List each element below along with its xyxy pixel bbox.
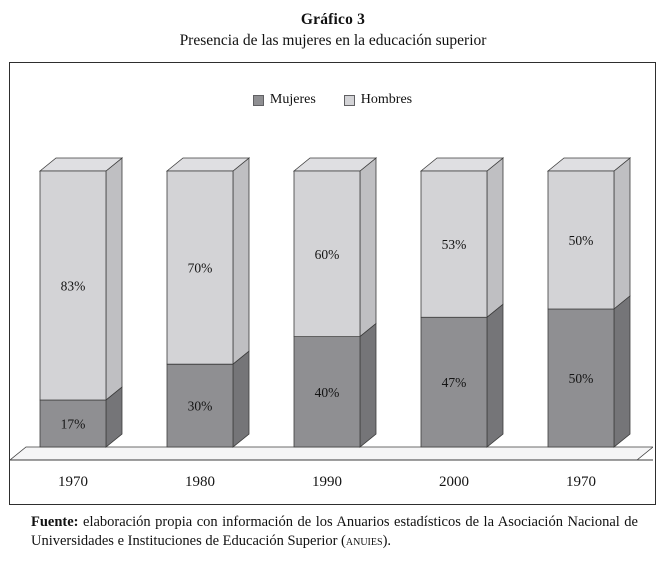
- bar-front-hombres: [166, 170, 234, 365]
- bar-front-hombres: [420, 170, 488, 318]
- x-axis-label: 1980: [185, 474, 215, 490]
- source-acronym: ANUIES: [345, 533, 383, 550]
- bar-side-hombres: [486, 157, 504, 319]
- bar-value-hombres: 50%: [569, 233, 594, 248]
- bar-value-mujeres: 47%: [442, 375, 467, 390]
- bar-value-hombres: 60%: [315, 247, 340, 262]
- source-note: Fuente: elaboración propia con informaci…: [31, 513, 638, 551]
- chart-container: Mujeres Hombres 17% 83% 1970 30% 70% 1980 40% 6…: [9, 62, 656, 505]
- bar-side-mujeres: [613, 295, 631, 448]
- x-axis-label: 2000: [439, 474, 469, 490]
- bar-side-hombres: [105, 157, 123, 401]
- bar-value-mujeres: 50%: [569, 371, 594, 386]
- chart-legend: Mujeres Hombres: [10, 92, 655, 108]
- legend-item-mujeres: Mujeres: [252, 92, 316, 108]
- bar-side-mujeres: [232, 350, 250, 448]
- bar-value-hombres: 83%: [61, 279, 86, 294]
- source-label: Fuente:: [31, 514, 79, 530]
- legend-item-hombres: Hombres: [343, 92, 413, 108]
- source-suffix: ).: [382, 533, 392, 550]
- x-axis-label: 1970: [58, 474, 88, 490]
- bar-side-hombres: [613, 157, 631, 310]
- bar-side-hombres: [232, 157, 250, 366]
- bar-value-hombres: 70%: [188, 261, 213, 276]
- bar-front-hombres: [39, 170, 107, 401]
- bar-side-mujeres: [359, 322, 377, 448]
- bar-front-hombres: [547, 170, 615, 310]
- x-axis-label: 1990: [312, 474, 342, 490]
- chart-subtitle: Presencia de las mujeres en la educación…: [179, 32, 487, 49]
- bar-value-mujeres: 40%: [315, 385, 340, 400]
- chart-title: Gráfico 3: [300, 11, 366, 28]
- bar-front-hombres: [293, 170, 361, 338]
- bar-value-mujeres: 17%: [61, 417, 86, 432]
- legend-swatch-mujeres: [252, 94, 264, 106]
- bar-side-mujeres: [486, 303, 504, 448]
- chart-floor: [10, 446, 653, 461]
- source-text: elaboración propia con información de lo…: [31, 514, 638, 550]
- legend-label-hombres: Hombres: [360, 92, 413, 107]
- bar-chart-canvas: 17% 83% 1970 30% 70% 1980 40% 60% 1990 47% 53% 2000…: [10, 157, 653, 490]
- bar-value-hombres: 53%: [442, 237, 467, 252]
- bar-value-mujeres: 30%: [188, 399, 213, 414]
- legend-swatch-hombres: [343, 94, 355, 106]
- bar-side-hombres: [359, 157, 377, 338]
- legend-label-mujeres: Mujeres: [269, 92, 316, 107]
- x-axis-label: 1970: [566, 474, 596, 490]
